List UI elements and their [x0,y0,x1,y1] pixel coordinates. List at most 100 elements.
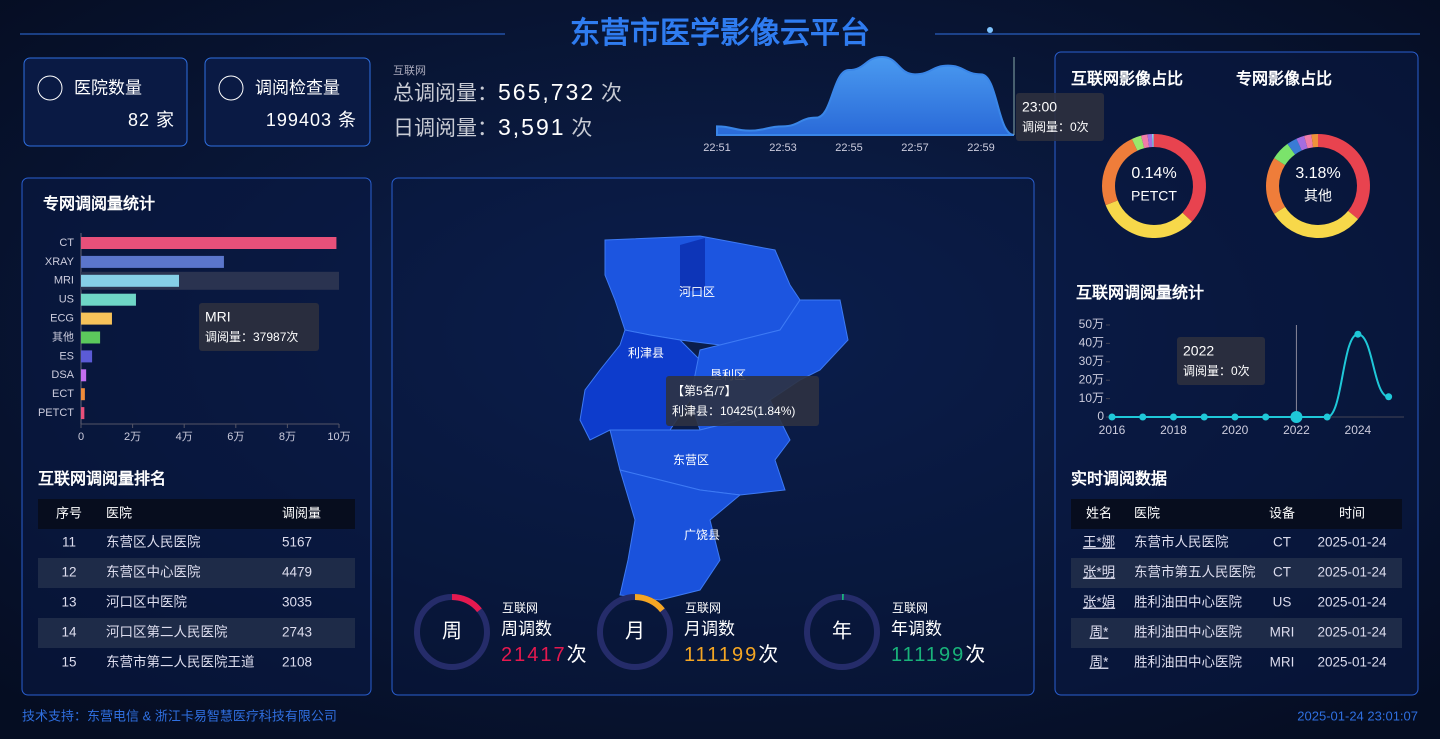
table-cell: MRI [1270,625,1295,640]
table-cell: 3035 [282,595,312,610]
icon [218,75,244,101]
table-cell: 周* [1090,655,1110,670]
label: 日调阅量： [393,117,498,140]
table-cell: 东营市第五人民医院 [1134,564,1256,580]
map-region [680,238,705,292]
point [1108,413,1116,421]
source-label: 互联网 [393,64,426,77]
stat-value: 82 家 [128,110,175,130]
pie-slice [1131,135,1145,151]
pie-slice [1274,143,1296,166]
tooltip-text: 利津县：10425(1.84%) [672,404,795,418]
center-value: 0.14% [1131,165,1176,182]
footer-support: 技术支持：东营电信 & 浙江卡易智慧医疗科技有限公司 [22,708,337,723]
table-cell: 15 [61,655,76,670]
counter-source: 互联网 [892,601,928,615]
point [1139,413,1147,421]
x-tick-label: 22:51 [703,142,731,154]
counter-number: 111199 [684,644,758,666]
tooltip-title: 2022 [1183,343,1214,359]
stat-card: 调阅检查量 199403 条 [204,57,371,147]
bar [81,369,87,382]
counter-source: 互联网 [685,601,721,615]
table-header-cell: 调阅量 [282,505,321,520]
point [1169,413,1177,421]
table-header [1071,499,1402,529]
y-tick-label: US [59,294,74,306]
area [716,55,1015,136]
page-title: 东营市医学影像云平台 [570,16,870,50]
table-cell: 东营市第二人民医院王道 [106,654,255,670]
x-tick-label: 22:55 [835,142,863,154]
counter-label: 周调数 [501,619,552,638]
x-tick-label: 6万 [227,431,244,443]
table-cell: CT [1273,535,1291,550]
header-glow [987,27,993,33]
x-tick-label: 8万 [279,431,296,443]
bar [81,237,337,249]
counter-value: 21417次 [501,643,587,666]
y-tick-label: MRI [54,275,74,287]
point [1385,393,1393,401]
bar [81,407,85,420]
line [1111,333,1389,419]
tooltip [1016,93,1104,141]
table-cell: 14 [61,625,77,640]
pie-slice [1304,134,1314,149]
table-cell: 13 [61,595,76,610]
unit: 次 [571,117,592,140]
table-cell: US [1273,595,1292,610]
table-cell: 12 [61,565,76,580]
table-cell: 5167 [282,535,312,550]
y-tick-label: 40万 [1079,336,1104,350]
counter-value: 111199次 [891,643,985,666]
stat-card: 医院数量 82 家 [23,57,188,147]
table-header-cell: 设备 [1269,505,1295,520]
point [1231,413,1239,421]
y-tick-label: ECT [52,388,74,400]
table-cell: 东营市人民医院 [1134,534,1229,550]
pie-slice [1274,206,1359,238]
pie-slice [1147,134,1153,148]
point [1354,330,1362,338]
bar [81,255,224,268]
table-cell: 张*娟 [1083,595,1115,610]
y-tick-label: 0 [1097,409,1104,423]
table-row [38,558,355,588]
table-cell: 2025-01-24 [1317,625,1387,640]
table-cell: 东营区中心医院 [106,565,201,580]
counter-number: 21417 [501,644,567,666]
tooltip-title: 23:00 [1022,99,1057,115]
table-cell: 11 [62,535,76,550]
ring-arc [634,594,665,613]
y-tick-label: PETCT [38,407,74,419]
x-tick-label: 2020 [1222,423,1249,437]
table-header-cell: 时间 [1339,505,1365,520]
y-tick-label: 20万 [1079,372,1104,386]
number: 3,591 [498,114,566,140]
center-label: 其他 [1304,188,1332,204]
number: 565,732 [498,79,595,105]
region-label: 东营区 [673,453,709,467]
table-cell: 河口区第二人民医院 [106,624,228,640]
table-cell: 王*娜 [1083,535,1115,550]
y-tick-label: DSA [51,369,74,381]
map-tooltip [666,376,819,426]
footer-time: 2025-01-24 23:01:07 [1297,708,1418,723]
table-row [1071,558,1402,588]
ring-char: 年 [832,619,852,642]
pie-slice [1141,134,1150,149]
tooltip-title: MRI [205,309,231,325]
bar [81,331,101,344]
table-cell: 张*明 [1083,565,1115,580]
panel-title: 互联网调阅量统计 [1076,283,1204,302]
bar [81,350,93,363]
table-cell: 2025-01-24 [1317,595,1387,610]
table-header [38,499,355,529]
x-tick-label: 2万 [124,431,141,443]
tooltip-title: 【第5名/7】 [672,383,737,398]
y-tick-label: 50万 [1079,317,1104,331]
card-frame [23,57,188,147]
pie-slice [1105,200,1192,239]
x-tick-label: 2018 [1160,423,1187,437]
